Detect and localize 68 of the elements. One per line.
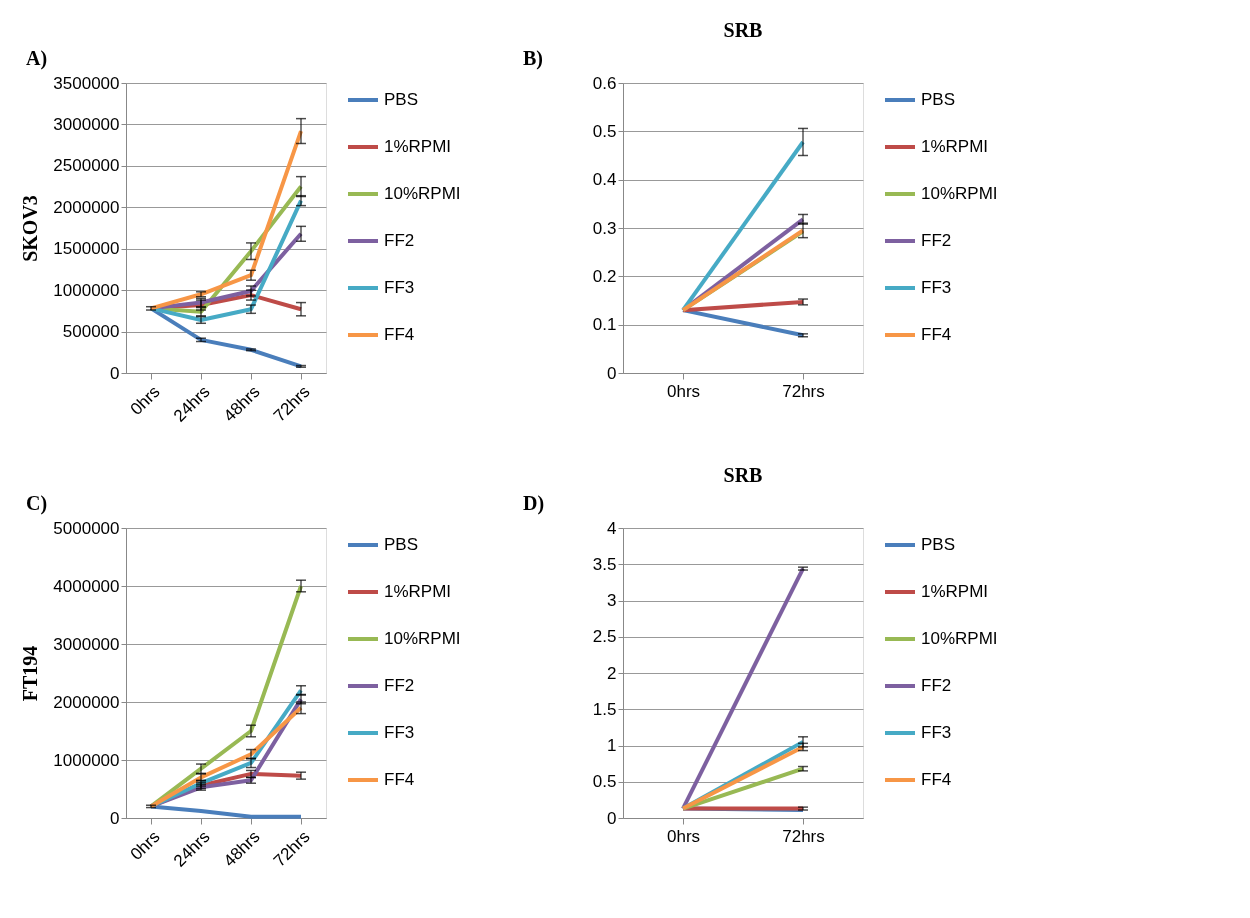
- legend-label: FF4: [921, 325, 952, 344]
- y-tick-label: 1500000: [53, 239, 120, 259]
- y-tick-label: 0.1: [592, 315, 617, 335]
- y-tick-label: 0: [607, 808, 617, 828]
- y-tick-label: 2500000: [53, 156, 120, 176]
- legend-label: FF3: [384, 723, 415, 742]
- y-tick-label: 0.5: [592, 121, 617, 141]
- y-tick-label: 0.2: [592, 266, 617, 286]
- legend-label: FF4: [921, 770, 952, 789]
- y-tick-label: 0.4: [592, 170, 617, 190]
- y-tick-label: 2: [607, 663, 617, 683]
- x-tick-label: 0hrs: [126, 827, 164, 864]
- legend-label: FF3: [921, 723, 952, 742]
- x-tick-label: 0hrs: [666, 381, 701, 401]
- legend-label: 10%RPMI: [921, 629, 998, 648]
- legend-label: 10%RPMI: [384, 629, 461, 648]
- legend-label: FF2: [921, 676, 952, 695]
- chart-title: SRB: [723, 464, 763, 486]
- y-tick-label: 1000000: [53, 280, 120, 300]
- legend-label: PBS: [384, 535, 419, 554]
- legend-label: 10%RPMI: [921, 184, 998, 203]
- x-tick-label: 72hrs: [782, 381, 825, 401]
- legend-label: FF3: [384, 278, 415, 297]
- y-tick-label: 2000000: [53, 692, 120, 712]
- legend-label: FF4: [384, 325, 415, 344]
- y-tick-label: 0: [110, 363, 120, 383]
- legend-label: 1%RPMI: [384, 582, 452, 601]
- x-tick-label: 72hrs: [782, 826, 825, 846]
- legend-label: FF3: [921, 278, 952, 297]
- y-tick-label: 1000000: [53, 750, 120, 770]
- y-tick-label: 2000000: [53, 197, 120, 217]
- y-tick-label: 3500000: [53, 73, 120, 93]
- y-axis-title: SKOV3: [19, 195, 42, 262]
- text: D): [523, 492, 545, 515]
- legend-label: PBS: [384, 90, 419, 109]
- legend-label: PBS: [921, 535, 956, 554]
- legend-label: PBS: [921, 90, 956, 109]
- y-tick-label: 1.5: [592, 699, 617, 719]
- text: C): [26, 492, 48, 515]
- y-tick-label: 1: [607, 736, 617, 755]
- legend-label: FF4: [384, 770, 415, 789]
- legend-label: 10%RPMI: [384, 184, 461, 203]
- y-tick-label: 5000000: [53, 518, 120, 538]
- legend-label: FF2: [384, 676, 415, 695]
- text: A): [26, 47, 48, 70]
- y-tick-label: 0.5: [592, 772, 617, 792]
- y-tick-label: 3: [607, 591, 617, 610]
- y-tick-label: 3000000: [53, 634, 120, 654]
- y-tick-label: 500000: [62, 322, 120, 342]
- y-tick-label: 0: [110, 808, 120, 828]
- y-tick-label: 4: [607, 518, 617, 538]
- legend-label: 1%RPMI: [384, 137, 452, 156]
- text: B): [523, 47, 543, 70]
- legend-label: FF2: [921, 231, 952, 250]
- legend-label: FF2: [384, 231, 415, 250]
- y-tick-label: 0.6: [592, 73, 617, 93]
- y-tick-label: 2.5: [592, 627, 617, 647]
- y-tick-label: 3000000: [53, 114, 120, 134]
- x-tick-label: 0hrs: [666, 826, 701, 846]
- legend-label: 1%RPMI: [921, 137, 989, 156]
- y-tick-label: 3.5: [592, 554, 617, 574]
- y-tick-label: 0: [607, 363, 617, 383]
- chart-title: SRB: [723, 19, 763, 41]
- y-axis-title: FT194: [19, 645, 42, 702]
- y-tick-label: 0.3: [592, 218, 617, 238]
- legend-label: 1%RPMI: [921, 582, 989, 601]
- y-tick-label: 4000000: [53, 576, 120, 596]
- x-tick-label: 0hrs: [126, 382, 164, 419]
